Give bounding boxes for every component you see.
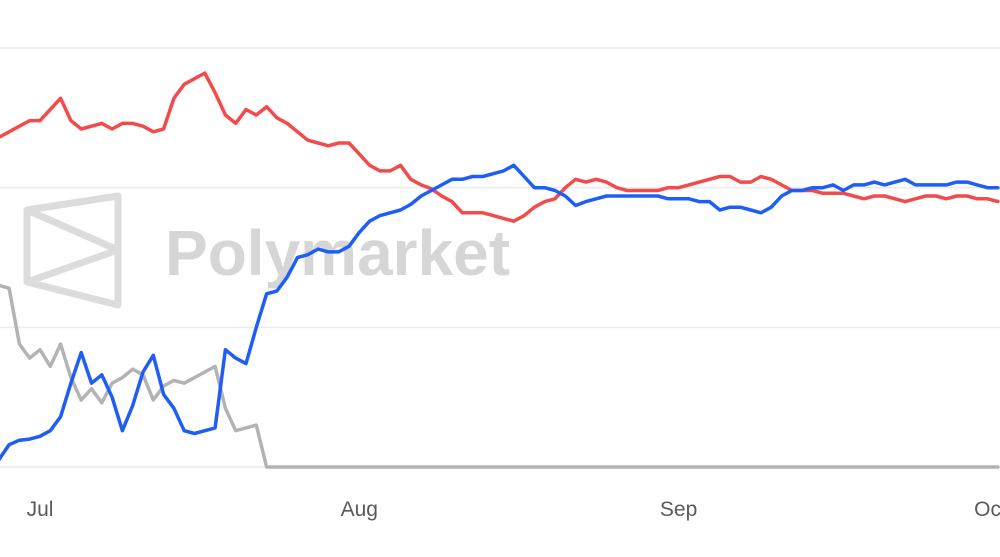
series-line [0,163,1000,461]
x-tick-label: Sep [660,498,697,521]
watermark-logo [23,192,122,309]
x-axis: Jul Aug Sep Oc [27,498,1000,521]
series-line [0,283,1000,469]
x-tick-label: Oc [974,498,1000,521]
x-tick-label: Jul [27,498,54,521]
series-line [0,71,1000,223]
x-tick-label: Aug [341,498,378,521]
lines [0,71,1000,469]
watermark: Polymarket [23,192,510,309]
